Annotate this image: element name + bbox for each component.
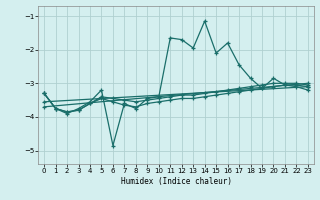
- X-axis label: Humidex (Indice chaleur): Humidex (Indice chaleur): [121, 177, 231, 186]
